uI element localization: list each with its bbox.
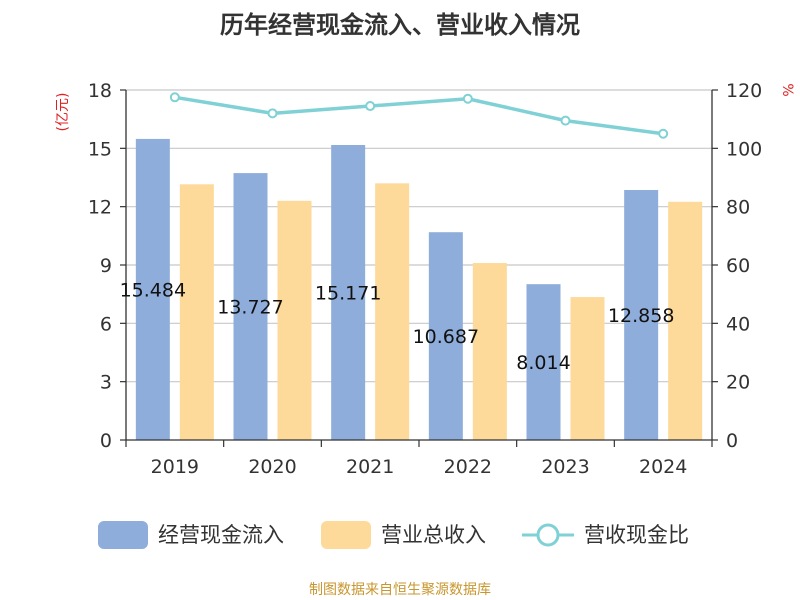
bar-revenue xyxy=(472,263,507,440)
ratio-point xyxy=(462,93,473,104)
legend-item-revenue[interactable]: 营业总收入 xyxy=(321,521,486,549)
legend-swatch-revenue xyxy=(321,521,371,549)
bars-group xyxy=(135,138,703,441)
gridlines xyxy=(126,89,712,383)
x-tick-label: 2020 xyxy=(248,456,296,478)
legend-swatch-cash-inflow xyxy=(98,521,148,549)
bar-revenue xyxy=(375,183,410,441)
bar-revenue xyxy=(277,200,312,440)
right-axis-unit: % xyxy=(779,83,795,96)
x-tick-label: 2019 xyxy=(151,456,199,478)
y-right-tick-label: 0 xyxy=(726,430,738,452)
legend-item-cash-inflow[interactable]: 经营现金流入 xyxy=(98,521,284,549)
legend-label-cash-inflow: 经营现金流入 xyxy=(158,523,284,547)
y-left-tick-label: 12 xyxy=(88,197,112,219)
x-tick-label: 2023 xyxy=(541,456,589,478)
ratio-point xyxy=(560,115,571,126)
chart-title: 历年经营现金流入、营业收入情况 xyxy=(220,11,580,39)
bar-data-label: 8.014 xyxy=(516,352,570,374)
ratio-point xyxy=(365,101,376,112)
y-left-tick-label: 6 xyxy=(100,313,112,335)
bar-data-label: 10.687 xyxy=(413,326,479,348)
bar-data-label: 13.727 xyxy=(217,297,283,319)
ratio-point xyxy=(169,92,180,103)
ratio-point xyxy=(267,108,278,119)
ratio-line-group xyxy=(169,92,669,139)
bar-data-label: 15.171 xyxy=(315,283,381,305)
bar-labels: 15.484 13.727 15.171 10.687 8.014 12.858 xyxy=(120,279,675,374)
y-right-tick-label: 120 xyxy=(726,80,762,102)
bar-cash-inflow xyxy=(135,138,170,440)
legend-label-revenue: 营业总收入 xyxy=(381,523,486,547)
legend-item-ratio[interactable]: 营收现金比 xyxy=(522,523,689,547)
y-right-tick-label: 40 xyxy=(726,313,750,335)
ratio-line xyxy=(174,95,664,136)
y-left-tick-label: 15 xyxy=(88,138,112,160)
y-left-tick-label: 0 xyxy=(100,430,112,452)
left-axis-unit: (亿元) xyxy=(55,93,71,132)
legend-label-ratio: 营收现金比 xyxy=(584,523,689,547)
y-right-tick-label: 20 xyxy=(726,372,750,394)
bar-revenue xyxy=(668,201,703,440)
bar-data-label: 15.484 xyxy=(120,279,186,301)
x-tick-label: 2024 xyxy=(639,456,687,478)
bar-cash-inflow xyxy=(428,232,463,440)
y-left-tick-label: 9 xyxy=(100,255,112,277)
bar-revenue xyxy=(570,297,605,440)
bar-cash-inflow xyxy=(233,173,268,440)
ratio-point xyxy=(658,128,669,139)
y-right-tick-label: 80 xyxy=(726,197,750,219)
legend: 经营现金流入 营业总收入 营收现金比 xyxy=(98,521,689,549)
legend-marker-ratio xyxy=(536,523,560,547)
axes: 0 3 6 9 12 15 18 0 20 40 60 80 100 120 2019 2020 2021 202… xyxy=(88,80,762,478)
bar-cash-inflow xyxy=(331,145,366,440)
y-left-tick-label: 18 xyxy=(88,80,112,102)
y-left-tick-label: 3 xyxy=(100,372,112,394)
source-note: 制图数据来自恒生聚源数据库 xyxy=(309,582,491,598)
bar-cash-inflow xyxy=(526,284,561,440)
bar-revenue xyxy=(179,184,214,440)
y-right-tick-label: 60 xyxy=(726,255,750,277)
bar-data-label: 12.858 xyxy=(608,305,674,327)
x-tick-label: 2021 xyxy=(346,456,394,478)
y-right-tick-label: 100 xyxy=(726,138,762,160)
bar-cash-inflow xyxy=(624,189,659,440)
x-tick-label: 2022 xyxy=(444,456,492,478)
